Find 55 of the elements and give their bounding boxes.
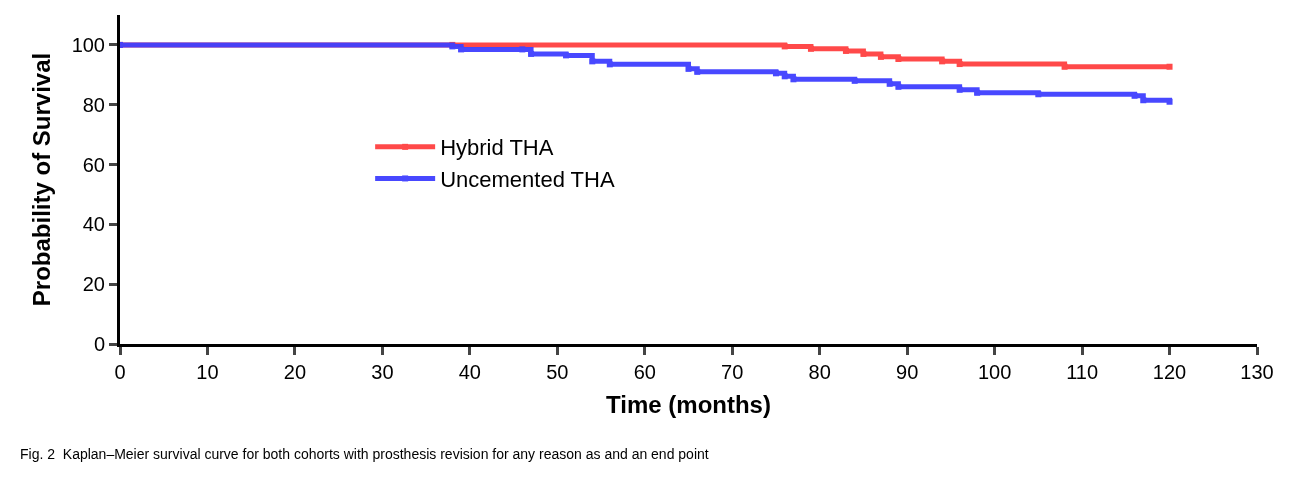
- y-tick-label: 0: [93, 333, 105, 355]
- point: [956, 86, 963, 93]
- y-axis-title: Probability of Survival: [27, 52, 55, 307]
- point: [772, 70, 779, 77]
- point: [886, 80, 893, 87]
- point: [895, 55, 902, 62]
- x-tick-label: 70: [721, 361, 744, 383]
- point: [694, 68, 701, 75]
- point: [589, 58, 596, 65]
- x-tick-label: 80: [808, 361, 831, 383]
- x-tick-label: 20: [283, 361, 307, 383]
- x-tick-label: 60: [633, 361, 656, 383]
- x-tick-label: 130: [1240, 361, 1274, 383]
- point: [974, 89, 981, 96]
- point: [842, 47, 849, 54]
- point: [1061, 63, 1068, 70]
- point: [895, 83, 902, 90]
- legend-label: Hybrid THA: [440, 135, 554, 161]
- x-tick-label: 30: [371, 361, 394, 383]
- point: [781, 73, 788, 80]
- y-tick-label: 80: [82, 93, 105, 116]
- point: [939, 58, 946, 65]
- x-axis-title: Time (months): [606, 391, 771, 419]
- point: [1131, 92, 1138, 99]
- point: [807, 45, 814, 52]
- point: [563, 52, 570, 59]
- point: [1140, 97, 1147, 104]
- y-tick-label: 60: [82, 153, 105, 176]
- y-tick-label: 100: [71, 33, 105, 56]
- x-tick-label: 110: [1066, 361, 1099, 383]
- x-tick-label: 0: [114, 361, 126, 383]
- x-tick-label: 40: [458, 361, 481, 383]
- point: [1166, 63, 1173, 70]
- point: [606, 61, 613, 68]
- x-tick-label: 120: [1152, 361, 1187, 383]
- point: [790, 76, 797, 83]
- y-tick-label: 40: [82, 213, 105, 236]
- x-tick-label: 50: [546, 361, 569, 383]
- point: [860, 50, 867, 57]
- x-tick-label: 10: [196, 361, 219, 383]
- x-tick-label: 90: [896, 361, 919, 383]
- point: [781, 43, 788, 50]
- point: [1166, 98, 1173, 105]
- point: [685, 65, 692, 72]
- caption: Fig. 2 Kaplan–Meier survival curve for both cohorts with prosthesis revision for any reason as and an end point: [20, 446, 709, 462]
- point: [528, 50, 535, 57]
- point: [1035, 91, 1042, 98]
- point: [851, 77, 858, 84]
- legend-label: Uncemented THA: [440, 167, 615, 193]
- point: [458, 46, 465, 53]
- x-tick-label: 100: [977, 361, 1012, 383]
- point: [519, 46, 526, 53]
- point: [956, 61, 963, 68]
- y-tick-label: 20: [82, 273, 105, 296]
- point: [877, 53, 884, 60]
